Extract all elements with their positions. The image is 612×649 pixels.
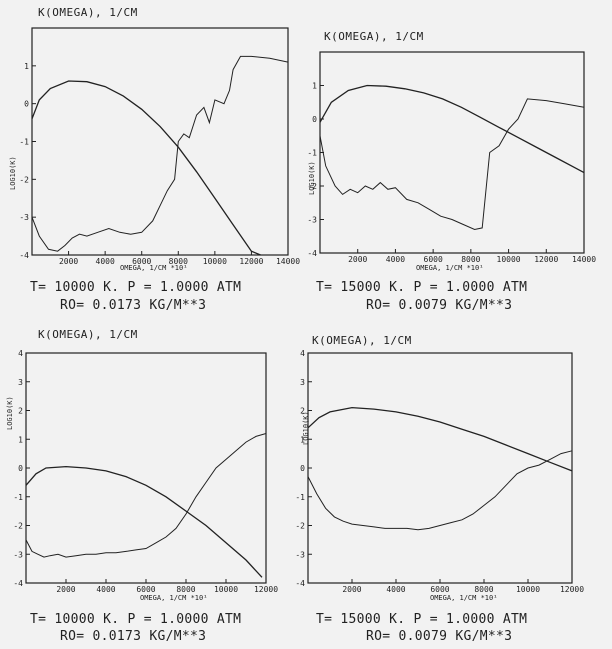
y-tick-label: -1 <box>295 493 305 502</box>
x-tick-label: 14000 <box>276 257 300 266</box>
x-tick-label: 12000 <box>254 585 278 594</box>
caption-conditions: T= 15000 K. P = 1.0000 ATM <box>316 612 528 627</box>
y-tick-label: 0 <box>312 115 317 124</box>
chart-panel-2: K(OMEGA), 1/CM 2000 4000 6000 8000 10000 1200… <box>306 0 612 320</box>
series-line-2 <box>319 98 585 231</box>
x-tick-label: 2000 <box>56 585 75 594</box>
x-tick-label: 12000 <box>239 257 263 266</box>
chart-title: K(OMEGA), 1/CM <box>312 334 412 347</box>
x-tick-label: 6000 <box>424 255 443 264</box>
chart-title: K(OMEGA), 1/CM <box>38 6 138 19</box>
chart-plot: 2000 4000 6000 8000 10000 12000 -4 -3 -2 -1 0 1 2 3 4 <box>13 349 278 594</box>
y-tick-label: 0 <box>300 464 305 473</box>
y-tick-label: -4 <box>19 251 29 260</box>
caption-density: RO= 0.0079 KG/M**3 <box>366 298 513 313</box>
x-tick-label: 8000 <box>461 255 480 264</box>
x-tick-label: 8000 <box>169 257 188 266</box>
chart-plot: 2000 4000 6000 8000 10000 12000 -4 -3 -2 -1 0 1 2 3 4 <box>295 349 584 594</box>
caption-conditions: T= 10000 K. P = 1.0000 ATM <box>30 280 242 295</box>
x-tick-label: 14000 <box>572 255 596 264</box>
y-tick-label: -3 <box>19 213 29 222</box>
y-tick-label: -3 <box>13 550 23 559</box>
series-line-1 <box>319 84 585 174</box>
y-tick-label: -2 <box>307 182 317 191</box>
caption-conditions: T= 10000 K. P = 1.0000 ATM <box>30 612 242 627</box>
x-tick-label: 10000 <box>203 257 227 266</box>
y-tick-label: -4 <box>295 579 305 588</box>
plot-frame <box>31 27 289 256</box>
series-line-1 <box>31 80 261 256</box>
x-tick-label: 6000 <box>132 257 151 266</box>
y-tick-label: -4 <box>13 579 23 588</box>
x-tick-label: 6000 <box>430 585 449 594</box>
chart-title: K(OMEGA), 1/CM <box>38 328 138 341</box>
y-tick-label: -1 <box>13 493 23 502</box>
x-tick-label: 2000 <box>59 257 78 266</box>
series-line-2 <box>31 55 289 252</box>
y-tick-label: -2 <box>295 522 305 531</box>
x-tick-label: 4000 <box>386 255 405 264</box>
y-tick-label: 4 <box>300 349 305 358</box>
y-tick-label: -3 <box>295 550 305 559</box>
plot-frame <box>319 51 585 254</box>
series-line-2 <box>307 450 573 531</box>
chart-panel-4: K(OMEGA), 1/CM 2000 4000 6000 8000 10000 1200… <box>295 320 612 649</box>
caption-density: RO= 0.0173 KG/M**3 <box>60 629 207 644</box>
y-tick-label: 4 <box>18 349 23 358</box>
y-tick-label: 0 <box>24 100 29 109</box>
y-tick-label: 0 <box>18 464 23 473</box>
y-tick-label: -4 <box>307 249 317 258</box>
y-tick-label: -3 <box>307 216 317 225</box>
caption-conditions: T= 15000 K. P = 1.0000 ATM <box>316 280 528 295</box>
caption-density: RO= 0.0079 KG/M**3 <box>366 629 513 644</box>
x-tick-label: 8000 <box>176 585 195 594</box>
chart-plot: 2000 4000 6000 8000 10000 12000 14000 -4 -3 -2 -1 0… <box>307 51 596 264</box>
series-line-1 <box>25 465 263 578</box>
x-tick-label: 4000 <box>96 585 115 594</box>
x-axis-label: OMEGA, 1/CM *10¹ <box>430 594 498 602</box>
x-tick-label: 2000 <box>348 255 367 264</box>
x-axis-label: OMEGA, 1/CM *10¹ <box>416 264 484 272</box>
x-tick-label: 4000 <box>386 585 405 594</box>
y-tick-label: 3 <box>18 378 23 387</box>
x-tick-label: 10000 <box>214 585 238 594</box>
x-tick-label: 12000 <box>560 585 584 594</box>
x-tick-label: 2000 <box>342 585 361 594</box>
chart-panel-1: K(OMEGA), 1/CM 2000 4000 6000 8000 10000 1200… <box>0 0 306 320</box>
chart-panel-3: K(OMEGA), 1/CM 2000 4000 6000 8000 10000 1200… <box>0 320 306 649</box>
x-tick-label: 6000 <box>136 585 155 594</box>
x-tick-label: 10000 <box>516 585 540 594</box>
y-axis-label: LOG10(K) <box>302 411 310 445</box>
x-axis-label: OMEGA, 1/CM *10¹ <box>120 264 188 272</box>
y-tick-label: 1 <box>300 435 305 444</box>
x-tick-label: 8000 <box>474 585 493 594</box>
y-tick-label: 2 <box>300 407 305 416</box>
series-line-2 <box>25 433 267 558</box>
y-tick-label: -1 <box>307 149 317 158</box>
y-tick-label: 1 <box>312 82 317 91</box>
y-tick-label: 3 <box>300 378 305 387</box>
y-tick-label: -2 <box>13 522 23 531</box>
series-line-1 <box>307 406 573 472</box>
y-tick-label: 1 <box>18 435 23 444</box>
plot-frame <box>307 352 573 584</box>
y-tick-label: 1 <box>24 62 29 71</box>
chart-plot: 2000 4000 6000 8000 10000 12000 14000 -4 -3 -2 -1 0… <box>19 27 300 266</box>
y-axis-label: LOG10(K) <box>9 156 17 190</box>
y-tick-label: -2 <box>19 175 29 184</box>
caption-density: RO= 0.0173 KG/M**3 <box>60 298 207 313</box>
y-axis-label: LOG10(K) <box>6 396 14 430</box>
x-tick-label: 10000 <box>497 255 521 264</box>
y-axis-label: LOG10(K) <box>308 161 316 195</box>
chart-title: K(OMEGA), 1/CM <box>324 30 424 43</box>
y-tick-label: -1 <box>19 138 29 147</box>
x-tick-label: 4000 <box>96 257 115 266</box>
x-axis-label: OMEGA, 1/CM *10¹ <box>140 594 208 602</box>
x-tick-label: 12000 <box>534 255 558 264</box>
y-tick-label: 2 <box>18 407 23 416</box>
